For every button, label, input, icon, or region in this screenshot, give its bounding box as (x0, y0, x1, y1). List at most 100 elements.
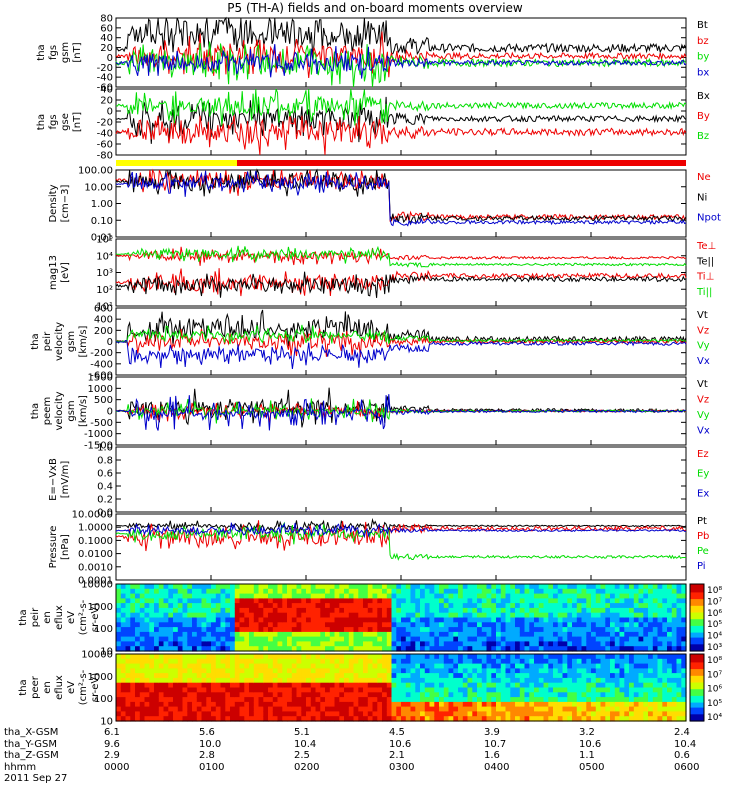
heatmap-cell (206, 584, 212, 590)
heatmap-cell (268, 607, 274, 614)
legend-entry: Pt (697, 516, 707, 527)
heatmap-cell (643, 687, 649, 693)
heatmap-cell (515, 692, 521, 698)
heatmap-cell (287, 593, 293, 599)
heatmap-cell (158, 607, 165, 614)
heatmap-cell (287, 603, 293, 609)
heatmap-cell (268, 658, 274, 665)
heatmap-cell (320, 692, 326, 698)
heatmap-cell (125, 607, 131, 614)
colorbar-cell (690, 694, 704, 697)
heatmap-cell (268, 646, 274, 652)
heatmap-cell (410, 636, 416, 642)
heatmap-cell (439, 598, 445, 604)
heatmap-cell (600, 588, 606, 595)
heatmap-cell (120, 641, 127, 647)
heatmap-cell (633, 593, 640, 599)
heatmap-cell (325, 646, 331, 652)
heatmap-cell (562, 603, 568, 609)
heatmap-cell (676, 636, 682, 642)
heatmap-cell (629, 631, 635, 638)
heatmap-cell (268, 654, 274, 660)
colorbar-cell (690, 692, 704, 695)
heatmap-cell (291, 588, 298, 595)
heatmap-cell (177, 716, 184, 722)
heatmap-cell (576, 687, 583, 693)
heatmap-cell (572, 682, 578, 689)
heatmap-cell (163, 622, 169, 628)
heatmap-cell (296, 692, 302, 698)
heatmap-cell (272, 603, 279, 609)
heatmap-cell (215, 663, 222, 669)
heatmap-cell (215, 607, 222, 614)
heatmap-cell (358, 607, 364, 614)
heatmap-cell (325, 641, 331, 647)
y-tick-label: 500 (94, 395, 113, 406)
heatmap-cell (239, 668, 245, 674)
heatmap-cell (505, 646, 511, 652)
heatmap-cell (391, 622, 397, 628)
heatmap-cell (135, 593, 141, 599)
heatmap-cell (135, 588, 141, 595)
heatmap-cell (534, 636, 540, 642)
heatmap-cell (553, 622, 559, 628)
series-line (115, 309, 687, 347)
heatmap-cell (139, 593, 146, 599)
heatmap-cell (396, 711, 402, 717)
heatmap-cell (619, 631, 625, 638)
heatmap-cell (448, 701, 454, 708)
heatmap-cell (643, 716, 649, 722)
heatmap-cell (201, 697, 207, 703)
heatmap-cell (348, 711, 355, 717)
heatmap-cell (382, 588, 388, 595)
heatmap-cell (358, 668, 364, 674)
heatmap-cell (681, 692, 687, 698)
heatmap-cell (553, 658, 559, 665)
heatmap-cell (211, 598, 217, 604)
heatmap-cell (196, 636, 203, 642)
heatmap-cell (230, 658, 236, 665)
heatmap-cell (515, 711, 521, 717)
heatmap-cell (505, 673, 511, 679)
heatmap-cell (605, 646, 611, 652)
heatmap-cell (586, 677, 592, 684)
heatmap-cell (163, 607, 169, 614)
heatmap-cell (163, 636, 169, 642)
heatmap-cell (120, 617, 127, 623)
heatmap-cell (163, 658, 169, 665)
heatmap-cell (220, 631, 226, 638)
heatmap-cell (462, 631, 469, 638)
heatmap-cell (396, 641, 402, 647)
heatmap-cell (287, 646, 293, 652)
heatmap-cell (139, 612, 146, 619)
heatmap-cell (277, 584, 283, 590)
heatmap-cell (562, 612, 568, 619)
heatmap-cell (496, 627, 502, 633)
colorbar-frame (689, 583, 705, 652)
heatmap-cell (624, 701, 630, 708)
heatmap-cell (667, 658, 673, 665)
heatmap-cell (287, 692, 293, 698)
heatmap-cell (562, 716, 568, 722)
heatmap-cell (481, 677, 488, 684)
heatmap-cell (477, 701, 483, 708)
colorbar-cell (690, 714, 704, 717)
colorbar-cell (690, 587, 704, 590)
heatmap-cell (320, 701, 326, 708)
heatmap-cell (277, 668, 283, 674)
heatmap-cell (434, 701, 440, 708)
heatmap-cell (206, 673, 212, 679)
heatmap-cell (315, 706, 321, 712)
heatmap-cell (448, 631, 454, 638)
heatmap-cell (581, 622, 587, 628)
heatmap-cell (572, 701, 578, 708)
heatmap-cell (510, 588, 516, 595)
heatmap-cell (315, 658, 321, 665)
heatmap-cell (671, 607, 678, 614)
heatmap-cell (329, 663, 336, 669)
heatmap-cell (548, 631, 554, 638)
heatmap-cell (310, 716, 317, 722)
heatmap-cell (291, 584, 298, 590)
heatmap-cell (291, 701, 298, 708)
